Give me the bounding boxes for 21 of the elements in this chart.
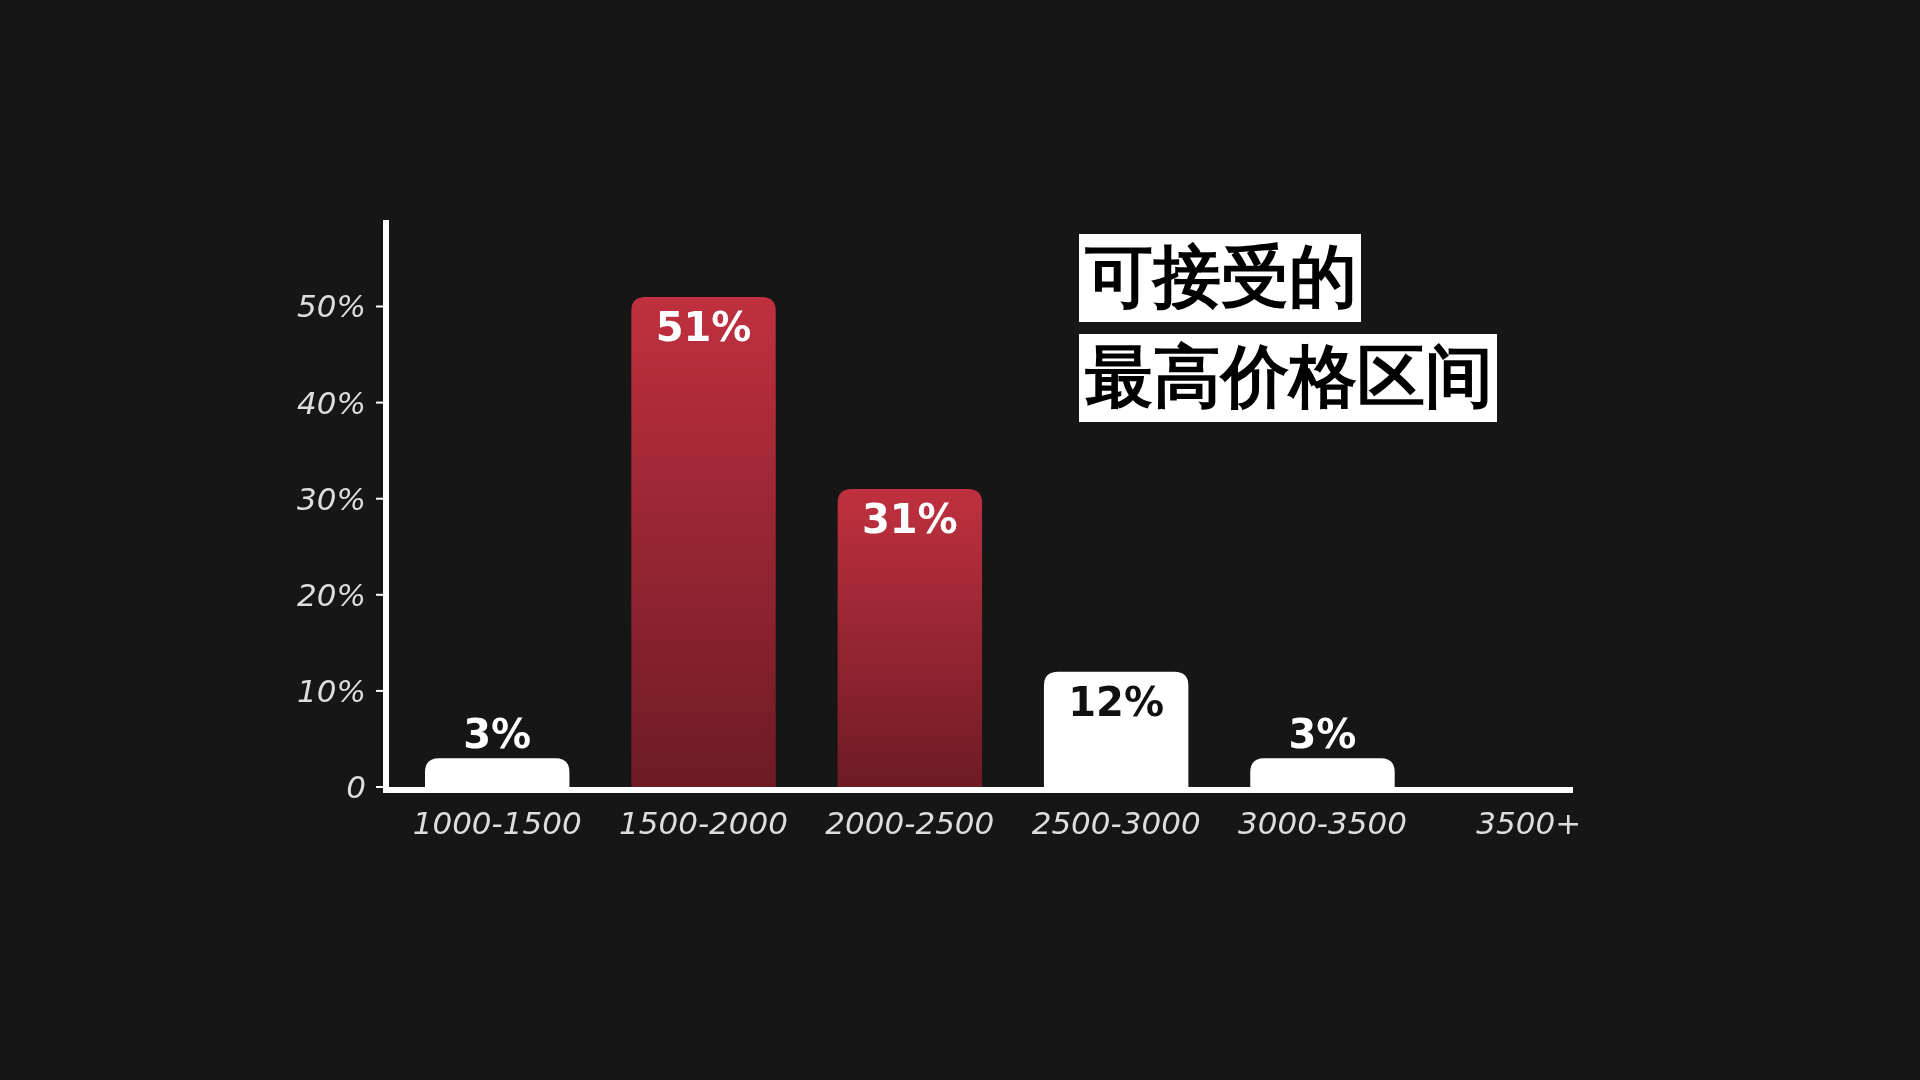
bar [837, 489, 983, 787]
x-tick-label: 1500-2000 [619, 805, 789, 841]
y-tick-label: 40% [297, 384, 366, 421]
y-tick-label: 30% [297, 480, 366, 517]
x-tick-label: 2000-2500 [825, 805, 995, 841]
y-tick-label: 20% [297, 576, 366, 613]
data-label: 51% [655, 303, 752, 350]
data-label: 12% [1068, 678, 1165, 725]
data-label: 31% [861, 496, 958, 543]
text: 最高价格区间 [1085, 337, 1493, 416]
x-tick-label: 2500-3000 [1031, 805, 1201, 841]
y-tick-label: 0 [346, 769, 366, 805]
x-tick-label: 1000-1500 [412, 805, 582, 841]
x-tick-label: 3500+ [1476, 805, 1582, 841]
data-label: 3% [1288, 711, 1357, 758]
data-label: 3% [463, 711, 532, 758]
y-tick-label: 50% [297, 288, 366, 325]
bar [631, 296, 776, 787]
chart-title: 可接受的 [1084, 237, 1357, 316]
y-tick-label: 10% [297, 672, 366, 709]
x-tick-label: 3000-3500 [1237, 805, 1407, 841]
